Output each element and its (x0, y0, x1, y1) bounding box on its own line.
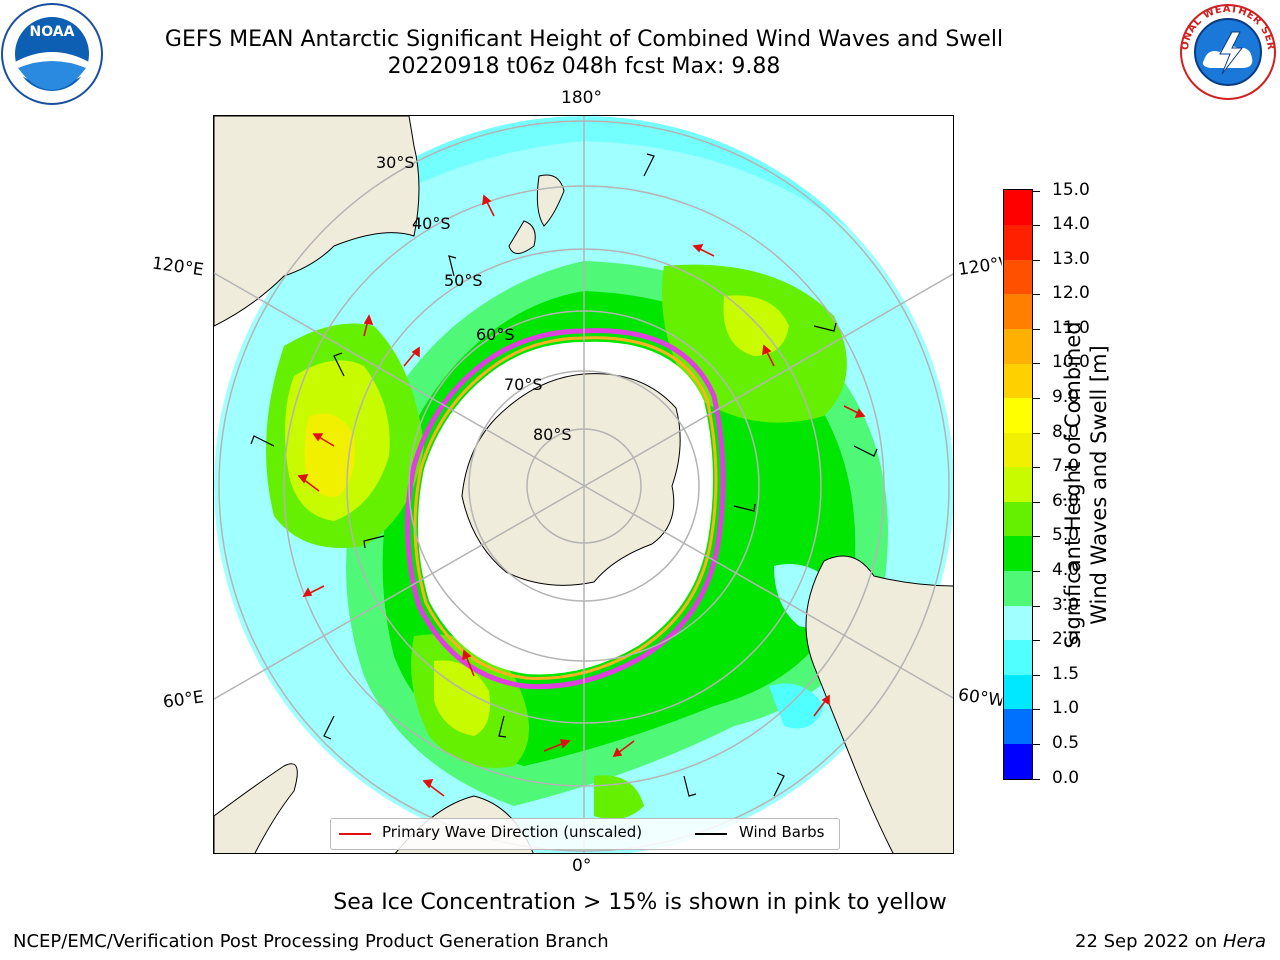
colorbar-tick-label: 12.0 (1052, 283, 1090, 304)
colorbar-segment (1004, 674, 1032, 710)
legend-wind-label: Wind Barbs (739, 823, 825, 841)
colorbar-tick (1033, 259, 1040, 261)
colorbar-tick-label: 7.0 (1052, 456, 1080, 477)
colorbar-tick-label: 9.0 (1052, 387, 1080, 408)
colorbar (1003, 189, 1033, 780)
colorbar-tick-label: 11.0 (1052, 317, 1090, 338)
colorbar-tick (1033, 570, 1040, 572)
lon-label-120e: 120°E (150, 253, 205, 281)
colorbar-tick (1033, 363, 1040, 365)
colorbar-segment (1004, 362, 1032, 399)
lat-label-50s: 50°S (444, 271, 483, 290)
colorbar-segment (1004, 293, 1032, 329)
colorbar-segment (1004, 570, 1032, 606)
colorbar-segment (1004, 708, 1032, 744)
colorbar-tick-label: 10.0 (1052, 352, 1090, 373)
map-panel (213, 115, 954, 854)
colorbar-title-line1: Significant Height of Combined (1061, 321, 1085, 649)
colorbar-tick-label: 1.0 (1052, 698, 1080, 719)
colorbar-tick (1033, 501, 1040, 503)
footer-date: 22 Sep 2022 on Hera (1075, 931, 1266, 952)
colorbar-tick (1033, 467, 1040, 469)
lon-label-120w: 120°W (956, 254, 1004, 280)
chart-subtitle: 20220918 t06z 048h fcst Max: 9.88 (387, 54, 781, 79)
colorbar-tick (1033, 432, 1040, 434)
colorbar-segment (1004, 501, 1032, 537)
colorbar-segment (1004, 224, 1032, 260)
footer-date-text: 22 Sep 2022 on (1075, 931, 1223, 952)
lat-label-40s: 40°S (412, 214, 451, 233)
colorbar-tick (1033, 674, 1040, 676)
legend-wave-label: Primary Wave Direction (unscaled) (382, 823, 643, 841)
colorbar-tick-label: 1.5 (1052, 663, 1080, 684)
colorbar-segment (1004, 328, 1032, 364)
colorbar-segment (1004, 259, 1032, 295)
colorbar-tick (1033, 605, 1040, 607)
lat-label-70s: 70°S (504, 375, 543, 394)
legend-wind-swatch (695, 833, 727, 835)
colorbar-tick (1033, 398, 1040, 400)
sea-ice (405, 328, 726, 690)
colorbar-tick-label: 0.0 (1052, 767, 1080, 788)
lon-label-60e: 60°E (161, 687, 206, 713)
colorbar-tick-label: 5.0 (1052, 525, 1080, 546)
colorbar-tick-label: 4.0 (1052, 559, 1080, 580)
colorbar-segment (1004, 743, 1032, 779)
lat-label-60s: 60°S (476, 325, 515, 344)
colorbar-segment (1004, 190, 1032, 226)
colorbar-segment (1004, 466, 1032, 502)
colorbar-tick-label: 0.5 (1052, 732, 1080, 753)
map-canvas (214, 116, 953, 853)
colorbar-tick (1033, 328, 1040, 330)
lon-label-0: 0° (572, 856, 592, 876)
lon-label-60w: 60°W (956, 685, 1004, 711)
sea-ice-note: Sea Ice Concentration > 15% is shown in … (333, 890, 947, 915)
wind-barbs (250, 153, 878, 797)
map-legend: Primary Wave Direction (unscaled) Wind B… (330, 818, 840, 850)
colorbar-tick (1033, 536, 1040, 538)
colorbar-tick-label: 14.0 (1052, 214, 1090, 235)
lon-label-180: 180° (561, 88, 602, 108)
colorbar-segment (1004, 432, 1032, 468)
graticule (214, 116, 953, 853)
colorbar-tick-label: 8.0 (1052, 421, 1080, 442)
legend-wave-swatch (339, 833, 371, 835)
nws-logo: NATIONAL WEATHER SERVICE (1176, 2, 1276, 100)
footer-branch: NCEP/EMC/Verification Post Processing Pr… (13, 931, 609, 952)
colorbar-tick (1033, 640, 1040, 642)
colorbar-tick (1033, 294, 1040, 296)
colorbar-segment (1004, 605, 1032, 641)
noaa-logo: NOAA (1, 3, 103, 105)
lat-label-80s: 80°S (533, 425, 572, 444)
colorbar-segment (1004, 639, 1032, 675)
noaa-logo-text: NOAA (30, 24, 75, 40)
colorbar-tick-label: 15.0 (1052, 179, 1090, 200)
colorbar-tick-label: 2.0 (1052, 629, 1080, 650)
colorbar-segment (1004, 535, 1032, 572)
colorbar-tick (1033, 778, 1040, 780)
footer-host: Hera (1222, 931, 1266, 952)
colorbar-tick (1033, 225, 1040, 227)
colorbar-title-line2: Wind Waves and Swell [m] (1087, 345, 1111, 625)
colorbar-tick-label: 6.0 (1052, 490, 1080, 511)
lat-label-30s: 30°S (376, 153, 415, 172)
wave-arrows (297, 194, 866, 797)
colorbar-tick (1033, 743, 1040, 745)
colorbar-tick (1033, 709, 1040, 711)
colorbar-tick-label: 13.0 (1052, 248, 1090, 269)
chart-title: GEFS MEAN Antarctic Significant Height o… (164, 27, 1004, 52)
colorbar-title: Significant Height of Combined Wind Wave… (1060, 285, 1112, 685)
colorbar-segment (1004, 397, 1032, 433)
colorbar-tick-label: 3.0 (1052, 594, 1080, 615)
colorbar-tick (1033, 190, 1040, 192)
